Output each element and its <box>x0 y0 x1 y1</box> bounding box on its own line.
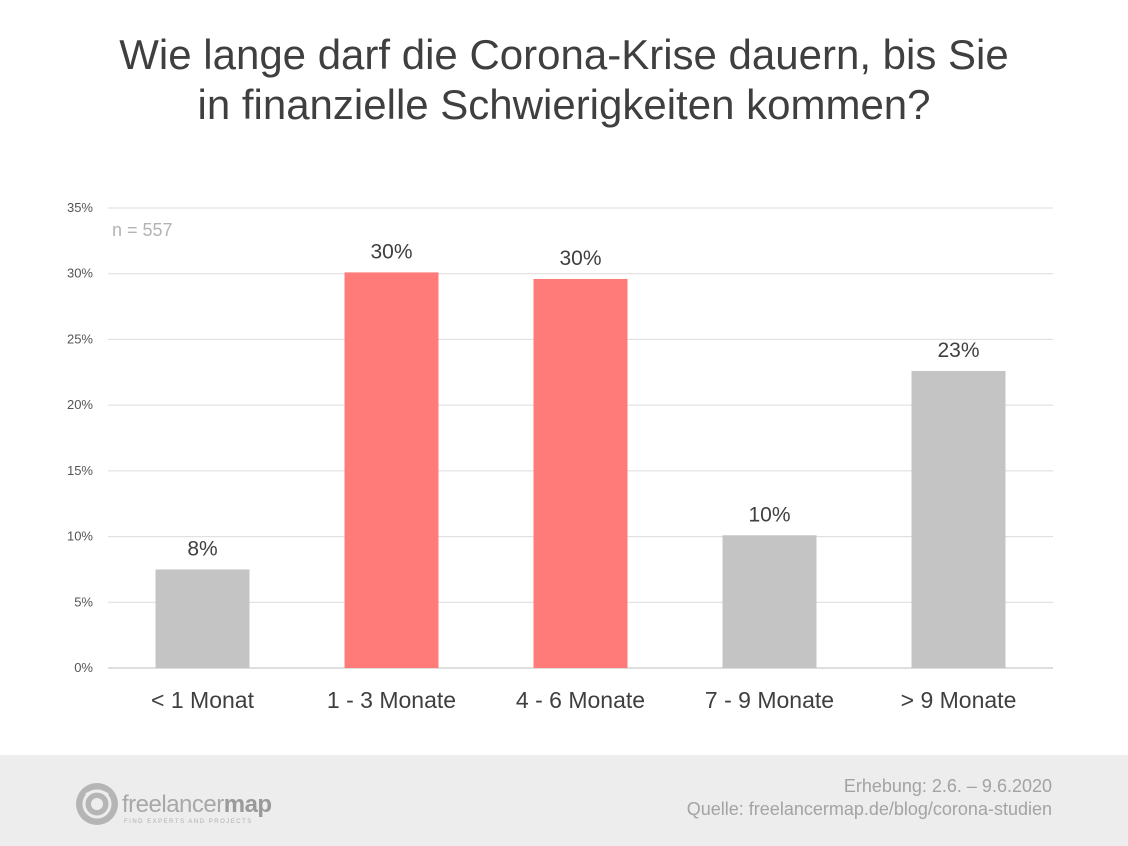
chart-title: Wie lange darf die Corona-Krise dauern, … <box>0 30 1128 130</box>
bar-chart: 0% 5% 10% 15% 20% 25% 30% 35% n = 557 8% 30% 30% 1… <box>67 200 1053 713</box>
chart-title-line-2: in finanzielle Schwierigkeiten kommen? <box>197 81 931 128</box>
bar <box>155 569 250 668</box>
category-label: 7 - 9 Monate <box>705 687 834 713</box>
survey-period: Erhebung: 2.6. – 9.6.2020 <box>843 776 1052 796</box>
logo-text-bold: map <box>223 791 272 818</box>
y-tick-label: 35% <box>67 200 93 215</box>
value-label: 30% <box>370 240 412 263</box>
y-tick-label: 30% <box>67 266 93 281</box>
credits: Erhebung: 2.6. – 9.6.2020 Quelle: freela… <box>687 775 1052 821</box>
bars <box>155 272 1006 668</box>
category-label: > 9 Monate <box>901 687 1017 713</box>
category-label: < 1 Monat <box>151 687 255 713</box>
freelancermap-logo: freelancermap FIND EXPERTS AND PROJECTS <box>74 779 294 829</box>
bar <box>911 370 1006 668</box>
y-tick-label: 15% <box>67 463 93 478</box>
value-labels: 8% 30% 30% 10% 23% <box>187 240 979 560</box>
logo-wordmark: freelancermap <box>122 791 272 819</box>
chart-title-line-1: Wie lange darf die Corona-Krise dauern, … <box>119 31 1009 78</box>
bar <box>533 278 628 668</box>
y-tick-label: 10% <box>67 529 93 544</box>
logo-tagline: FIND EXPERTS AND PROJECTS <box>124 819 253 825</box>
logo-text-light: freelancer <box>122 791 224 818</box>
bar <box>344 272 439 668</box>
source-link: Quelle: freelancermap.de/blog/corona-stu… <box>686 799 1052 819</box>
logo-circle-icon <box>76 783 118 825</box>
y-tick-label: 20% <box>67 397 93 412</box>
y-tick-label: 25% <box>67 331 93 346</box>
category-label: 1 - 3 Monate <box>327 687 456 713</box>
value-label: 30% <box>559 247 601 270</box>
bar <box>722 535 817 668</box>
value-label: 8% <box>187 537 217 560</box>
footer: freelancermap FIND EXPERTS AND PROJECTS … <box>0 755 1128 846</box>
y-tick-label: 0% <box>74 660 93 675</box>
sample-size-label: n = 557 <box>112 220 173 240</box>
x-axis-category-labels: < 1 Monat 1 - 3 Monate 4 - 6 Monate 7 - 9 M… <box>151 687 1016 713</box>
y-axis-tick-labels: 0% 5% 10% 15% 20% 25% 30% 35% <box>67 200 93 675</box>
value-label: 10% <box>748 503 790 526</box>
category-label: 4 - 6 Monate <box>516 687 645 713</box>
y-tick-label: 5% <box>74 594 93 609</box>
value-label: 23% <box>937 339 979 362</box>
